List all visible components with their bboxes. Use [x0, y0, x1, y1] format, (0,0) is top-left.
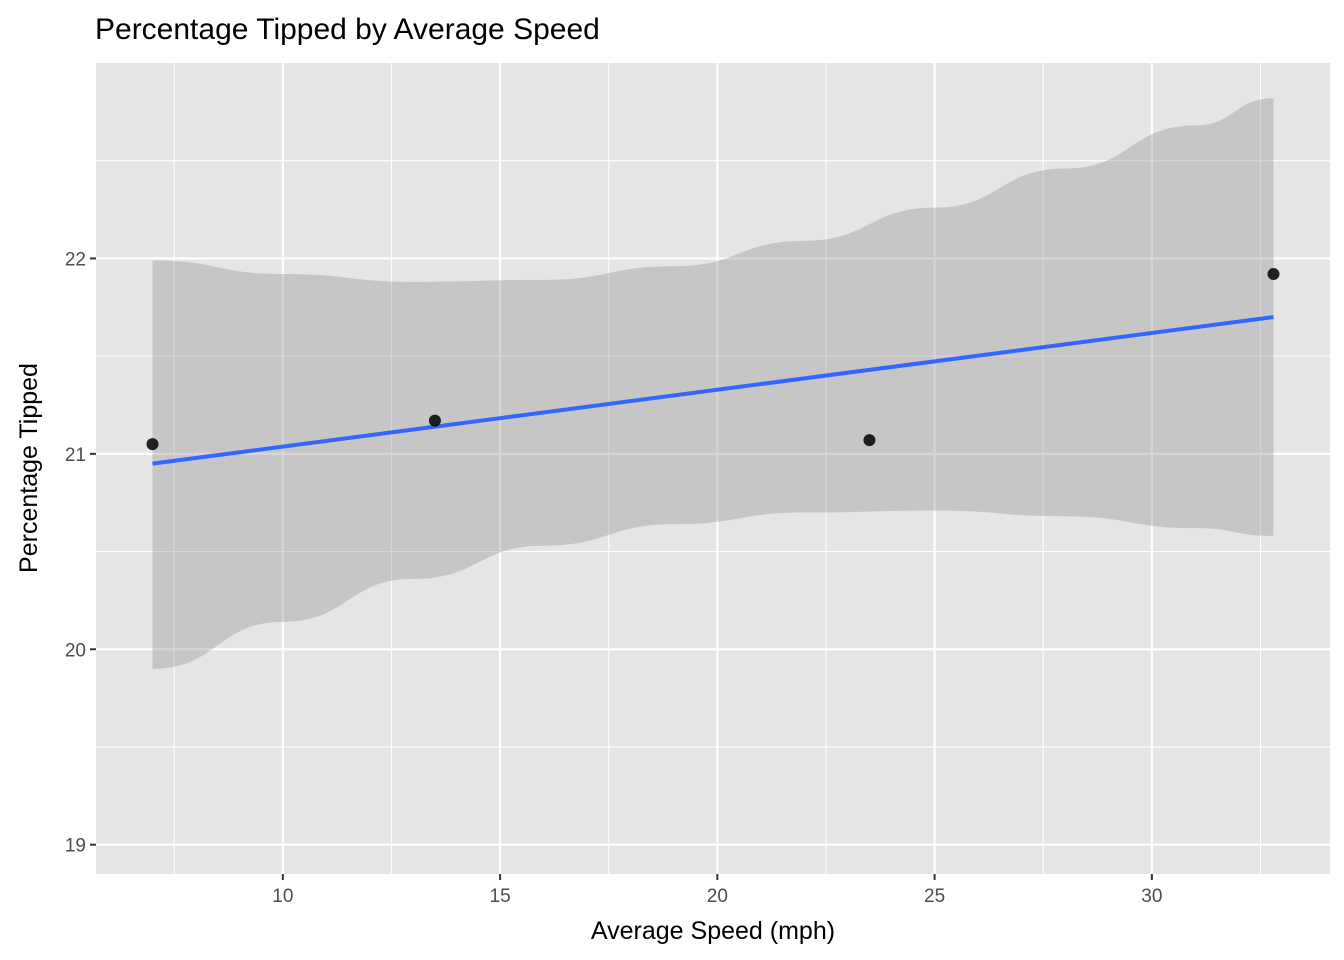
x-tick-label: 30: [1141, 886, 1162, 907]
y-tick-label: 19: [65, 836, 86, 857]
y-tick-label: 22: [65, 249, 86, 270]
confidence-band: [152, 98, 1274, 669]
x-tick-label: 25: [924, 886, 945, 907]
x-axis: 10 15 20 25 30: [272, 874, 1162, 907]
x-tick-label: 10: [272, 886, 293, 907]
y-tick-label: 20: [65, 640, 86, 661]
minor-gridlines: [96, 63, 1330, 874]
trend-line: [152, 315, 1274, 466]
plot-panel: [96, 63, 1330, 874]
data-point: [146, 438, 159, 451]
data-point: [863, 434, 876, 447]
data-points: [146, 268, 1280, 451]
major-gridlines: [96, 63, 1330, 874]
data-point: [1267, 268, 1280, 281]
data-point: [428, 414, 441, 427]
x-tick-label: 15: [490, 886, 511, 907]
x-tick-label: 20: [707, 886, 728, 907]
y-axis-title: Percentage Tipped: [15, 363, 43, 573]
x-axis-title: Average Speed (mph): [591, 917, 835, 945]
y-axis: 19 20 21 22: [65, 249, 96, 857]
chart-title: Percentage Tipped by Average Speed: [95, 13, 600, 46]
y-tick-label: 21: [65, 445, 86, 466]
